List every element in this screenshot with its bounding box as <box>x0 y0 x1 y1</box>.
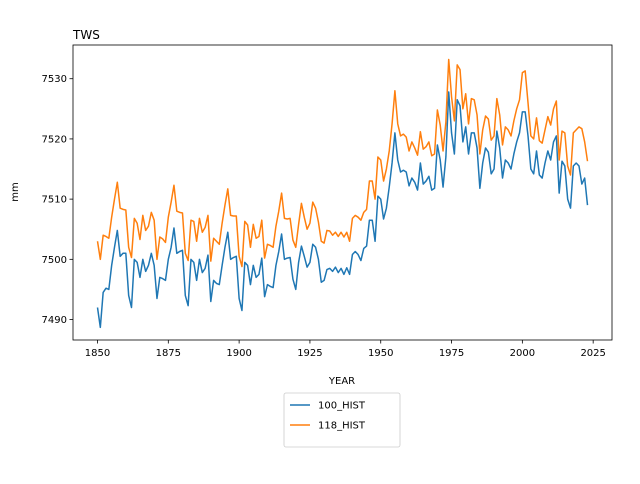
x-tick-label: 1925 <box>297 348 322 359</box>
y-tick-label: 7520 <box>42 134 67 145</box>
x-tick-label: 2025 <box>580 348 605 359</box>
legend-label: 118_HIST <box>318 421 366 432</box>
legend-label: 100_HIST <box>318 401 366 412</box>
x-tick-label: 1950 <box>368 348 393 359</box>
legend-box <box>283 392 401 448</box>
x-tick-label: 1850 <box>85 348 110 359</box>
y-tick-label: 7500 <box>42 255 67 266</box>
line-series <box>96 58 589 268</box>
axes-frame <box>72 44 613 341</box>
y-tick-label: 7510 <box>42 195 67 206</box>
y-tick-label: 7530 <box>42 74 67 85</box>
x-axis-label: YEAR <box>328 376 355 387</box>
y-axis-label: mm <box>10 182 21 201</box>
x-tick-label: 1875 <box>156 348 181 359</box>
x-tick-label: 1975 <box>439 348 464 359</box>
y-tick-label: 7490 <box>42 315 67 326</box>
chart-title: TWS <box>72 28 100 42</box>
x-tick-label: 1900 <box>226 348 251 359</box>
line-series <box>96 91 589 329</box>
x-tick-label: 2000 <box>510 348 535 359</box>
